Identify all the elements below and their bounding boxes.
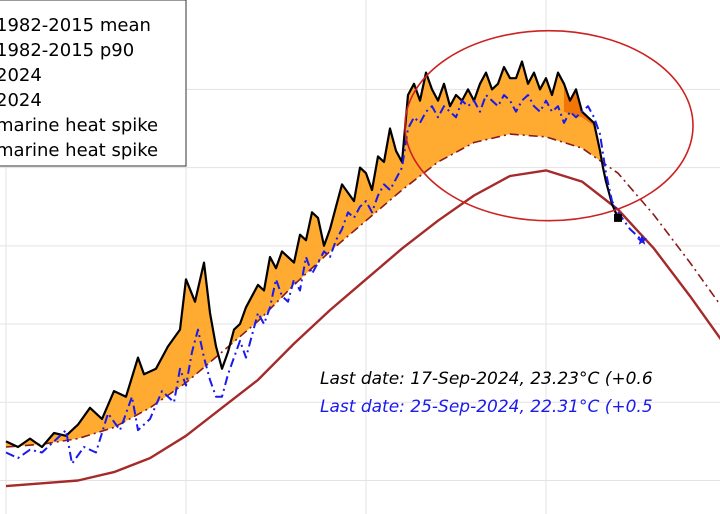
- series-line-obs_a: [5, 60, 620, 449]
- legend-entry-2024-a: 2024: [0, 65, 42, 86]
- series-lines: [5, 60, 720, 488]
- legend-box: [0, 0, 187, 167]
- series-line-p90: [5, 133, 720, 448]
- heat-spike-region-3: [231, 61, 602, 345]
- legend-entry-2024-b: 2024: [0, 90, 42, 111]
- legend-entry-p90: 1982-2015 p90: [0, 40, 134, 61]
- annotation-last-date-2: Last date: 25-Sep-2024, 22.31°C (+0.5: [320, 397, 653, 417]
- series-line-mean: [5, 169, 720, 488]
- annotation-last-date-1: Last date: 17-Sep-2024, 23.23°C (+0.6: [320, 369, 653, 389]
- legend: 1982-2015 mean 1982-2015 p90 2024 2024 m…: [0, 0, 187, 167]
- end-marker-obs_b: [636, 234, 648, 245]
- legend-entry-mean: 1982-2015 mean: [0, 15, 151, 36]
- legend-entry-spike-b: marine heat spike: [0, 140, 158, 161]
- series-line-obs_b: [5, 94, 643, 465]
- highlight-ellipse: [404, 29, 694, 222]
- legend-entry-spike-a: marine heat spike: [0, 115, 158, 136]
- annotations: Last date: 17-Sep-2024, 23.23°C (+0.6 La…: [320, 369, 653, 417]
- end-marker-obs_a: [614, 213, 622, 222]
- highlight: [404, 29, 694, 222]
- end-markers: [614, 213, 648, 245]
